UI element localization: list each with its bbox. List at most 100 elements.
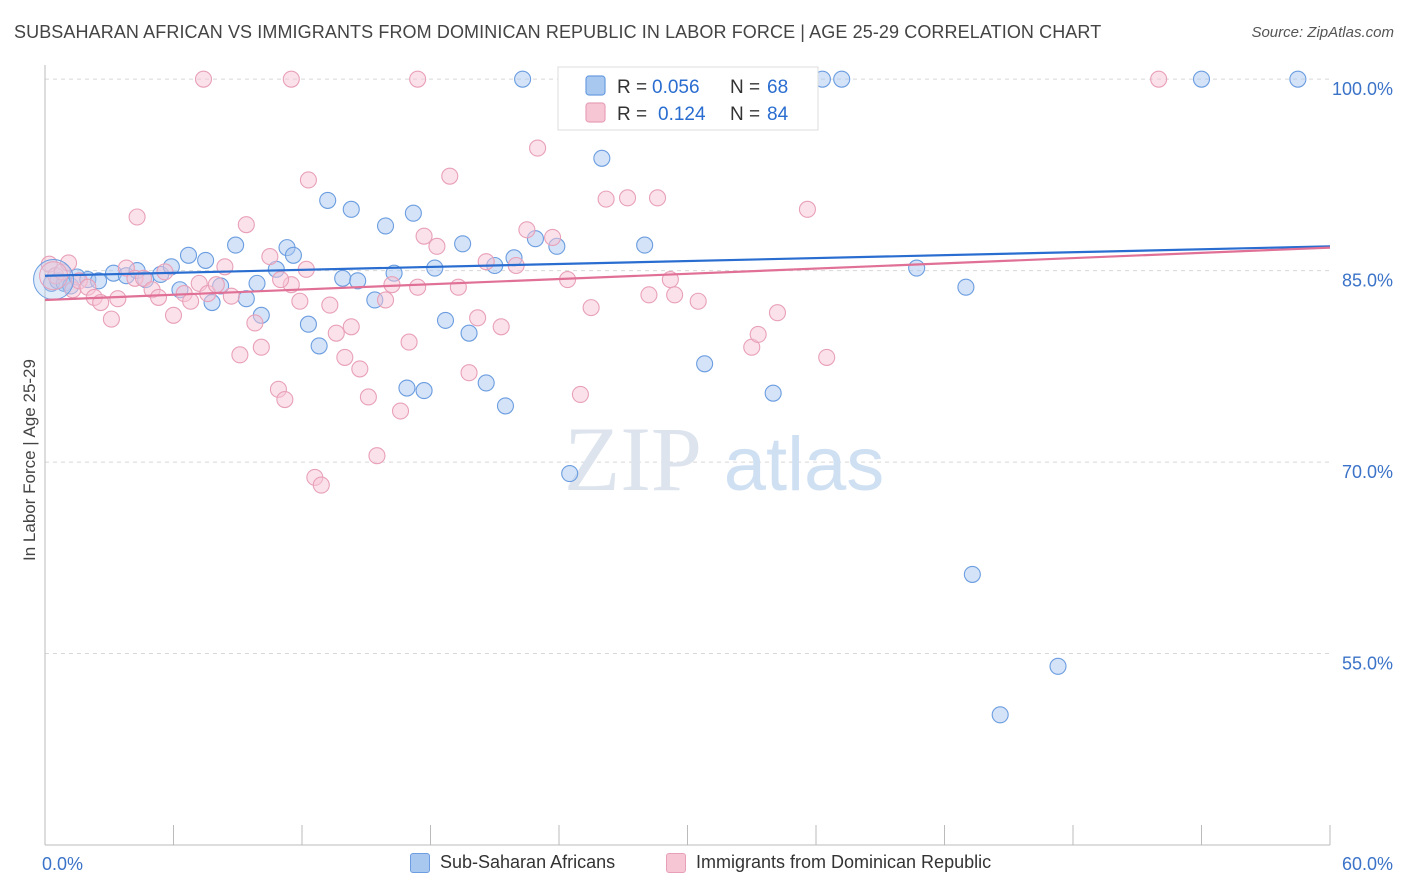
point-s1-64 [597,190,615,208]
point-s0-51 [593,149,611,167]
legend-label-dominican: Immigrants from Dominican Republic [696,852,992,872]
point-s0-60 [696,355,714,373]
point-s0-63 [908,259,926,277]
stats-legend-n-value-0: 68 [767,77,788,98]
point-s0-61 [764,384,782,402]
point-s1-22 [207,276,225,294]
point-s1-52 [449,278,467,296]
axes [44,65,1331,846]
point-s1-41 [351,360,369,378]
point-s1-49 [415,227,433,245]
point-s0-36 [415,382,433,400]
legend-swatch-sub-saharan [410,852,430,873]
legend-label-sub-saharan: Sub-Saharan Africans [440,852,616,872]
point-s0-68 [1192,70,1211,88]
point-s1-77 [282,70,300,88]
stats-legend-n-label-1: N = [730,104,760,125]
point-s1-44 [376,291,395,309]
point-s1-82 [299,171,317,189]
point-s0-30 [349,272,367,290]
point-s1-59 [529,139,547,157]
y-tick-label-0: 100.0% [1332,79,1393,99]
y-tick-label-3: 55.0% [1342,654,1393,674]
point-s1-72 [749,325,767,343]
point-s1-43 [368,447,386,465]
y-tick-label-2: 70.0% [1342,462,1393,482]
point-s1-76 [194,70,213,88]
data-points [33,70,1307,724]
watermark: ZIP atlas [564,408,884,510]
point-s1-48 [409,278,427,296]
point-s1-38 [327,324,345,342]
x-tick-label-0: 0.0% [42,854,83,874]
point-s1-17 [164,306,183,324]
point-s1-83 [272,270,290,289]
trend-line-1 [44,246,1331,302]
point-s1-54 [469,309,487,327]
point-s1-55 [477,253,495,271]
point-s0-40 [460,324,478,342]
point-s1-65 [618,189,637,207]
point-s1-31 [276,390,294,409]
point-s1-36 [312,476,330,494]
point-s0-24 [284,246,302,264]
point-s1-66 [640,286,658,304]
tick-labels: 100.0% 85.0% 70.0% 55.0% 0.0% 60.0% [42,79,1393,874]
point-s1-47 [400,333,418,351]
point-s1-53 [460,364,478,382]
stats-legend-r-label-0: R = [617,77,647,98]
legend-swatch-dominican [666,852,686,873]
point-s0-66 [991,706,1009,724]
watermark-zip: ZIP [564,408,702,510]
legend-item-sub-saharan: Sub-Saharan Africans [410,852,615,873]
point-s0-14 [179,246,198,264]
point-s1-28 [252,338,270,356]
point-s0-28 [334,269,352,287]
point-s0-62 [833,70,851,88]
stats-legend-swatch-0 [585,75,606,96]
point-s1-27 [246,314,264,332]
point-s1-56 [492,318,510,336]
point-s0-27 [319,191,337,209]
point-s1-80 [1150,70,1168,88]
watermark-atlas: atlas [724,422,885,507]
point-s1-81 [128,208,146,226]
stats-legend-r-value-0: 0.056 [652,77,700,98]
point-s1-69 [666,286,684,304]
point-s0-29 [342,200,360,218]
chart-source: Source: ZipAtlas.com [1251,24,1394,41]
point-s1-37 [321,296,339,314]
point-s1-62 [571,385,589,403]
point-s1-9 [102,310,120,328]
point-s0-32 [376,217,395,235]
point-s0-18 [227,236,245,254]
point-s0-41 [477,374,495,392]
point-s1-73 [768,304,787,322]
point-s0-69 [1289,70,1307,88]
point-s1-75 [818,348,836,366]
stats-legend: R = 0.056 N = 68 R = 0.124 N = 84 [557,66,819,131]
point-s0-20 [248,274,266,292]
stats-legend-r-value-1: 0.124 [658,104,706,125]
point-s0-38 [436,311,455,329]
point-s0-35 [404,204,422,222]
point-s1-63 [582,299,600,317]
point-s0-15 [197,251,215,269]
chart-title: SUBSAHARAN AFRICAN VS IMMIGRANTS FROM DO… [14,22,1102,42]
point-s1-51 [441,167,459,185]
point-s1-19 [182,292,200,310]
point-s0-39 [454,235,472,253]
y-tick-label-1: 85.0% [1342,271,1393,291]
point-s1-42 [359,388,377,406]
point-s0-64 [957,278,975,296]
point-s1-58 [518,221,536,239]
point-s1-70 [689,292,707,310]
trend-lines [44,245,1331,302]
point-s1-46 [391,402,410,420]
point-s0-25 [299,315,317,333]
stats-legend-n-value-1: 84 [767,104,789,125]
point-s1-40 [342,318,360,336]
trend-line-0 [44,245,1331,277]
point-s1-78 [409,70,427,88]
